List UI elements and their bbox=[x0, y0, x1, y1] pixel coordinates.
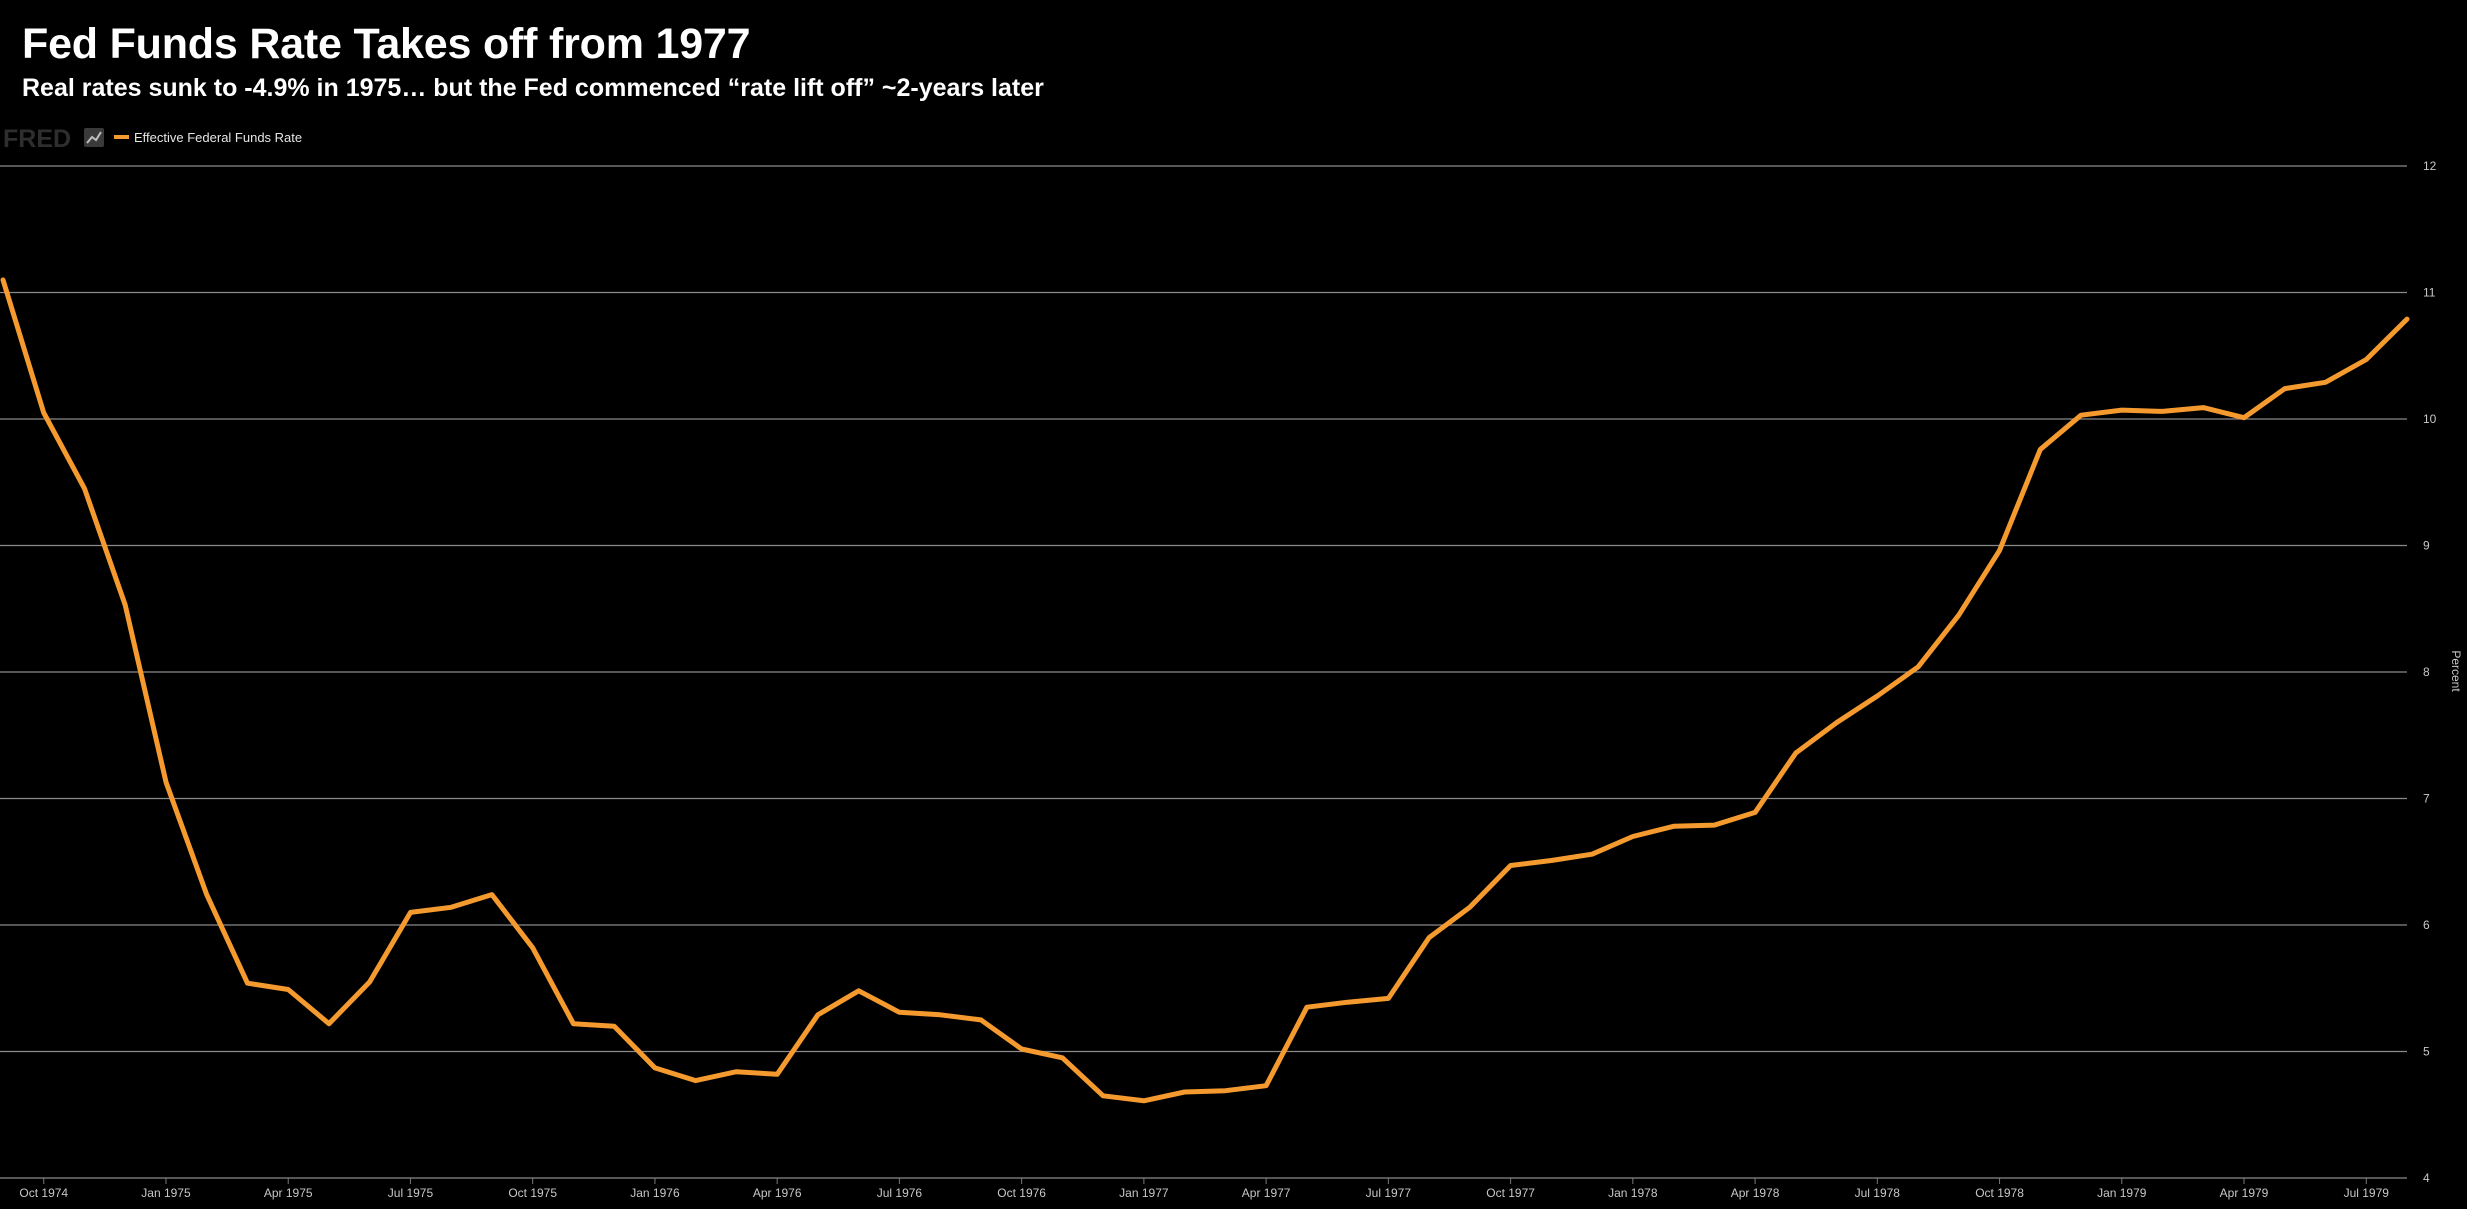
fred-logo: FRED bbox=[3, 125, 71, 153]
x-tick-label: Jul 1975 bbox=[388, 1186, 434, 1200]
legend: Effective Federal Funds Rate bbox=[114, 130, 302, 145]
x-tick-label: Apr 1977 bbox=[1242, 1186, 1291, 1200]
y-tick-label: 9 bbox=[2423, 539, 2430, 553]
x-tick-label: Jul 1979 bbox=[2344, 1186, 2390, 1200]
x-tick-label: Oct 1975 bbox=[508, 1186, 557, 1200]
x-tick-label: Oct 1974 bbox=[19, 1186, 68, 1200]
y-axis-ticks: 4 5 6 7 8 9 10 11 12 bbox=[2423, 159, 2437, 1185]
x-tick-label: Jul 1977 bbox=[1366, 1186, 1412, 1200]
x-axis-ticks: Oct 1974 Jan 1975 Apr 1975 Jul 1975 Oct 1975… bbox=[19, 1178, 2389, 1200]
series-layer bbox=[0, 277, 2410, 1104]
y-tick-label: 5 bbox=[2423, 1045, 2430, 1059]
y-tick-label: 12 bbox=[2423, 159, 2437, 173]
x-tick-label: Jan 1978 bbox=[1608, 1186, 1658, 1200]
x-tick-label: Jan 1979 bbox=[2097, 1186, 2147, 1200]
y-tick-label: 11 bbox=[2423, 286, 2436, 300]
x-tick-label: Apr 1976 bbox=[753, 1186, 802, 1200]
chart-title: Fed Funds Rate Takes off from 1977 bbox=[22, 20, 751, 68]
x-tick-label: Jul 1978 bbox=[1855, 1186, 1901, 1200]
y-tick-label: 6 bbox=[2423, 918, 2430, 932]
x-tick-label: Jul 1976 bbox=[877, 1186, 923, 1200]
gridlines bbox=[0, 165, 2407, 1179]
x-tick-label: Oct 1977 bbox=[1486, 1186, 1535, 1200]
x-tick-label: Oct 1976 bbox=[997, 1186, 1046, 1200]
y-axis-title: Percent bbox=[2449, 650, 2463, 692]
chart-line-icon[interactable] bbox=[84, 128, 104, 147]
x-tick-label: Apr 1979 bbox=[2220, 1186, 2269, 1200]
series-line bbox=[0, 277, 2410, 1104]
y-tick-label: 4 bbox=[2423, 1171, 2430, 1185]
x-tick-label: Oct 1978 bbox=[1975, 1186, 2024, 1200]
x-tick-label: Apr 1978 bbox=[1731, 1186, 1780, 1200]
y-tick-label: 8 bbox=[2423, 665, 2430, 679]
x-tick-label: Jan 1977 bbox=[1119, 1186, 1169, 1200]
x-tick-label: Jan 1975 bbox=[141, 1186, 191, 1200]
legend-label: Effective Federal Funds Rate bbox=[134, 130, 302, 145]
y-tick-label: 10 bbox=[2423, 412, 2437, 426]
y-tick-label: 7 bbox=[2423, 792, 2430, 806]
x-tick-label: Jan 1976 bbox=[630, 1186, 680, 1200]
chart-subtitle: Real rates sunk to -4.9% in 1975… but th… bbox=[22, 74, 1044, 102]
x-tick-label: Apr 1975 bbox=[264, 1186, 313, 1200]
